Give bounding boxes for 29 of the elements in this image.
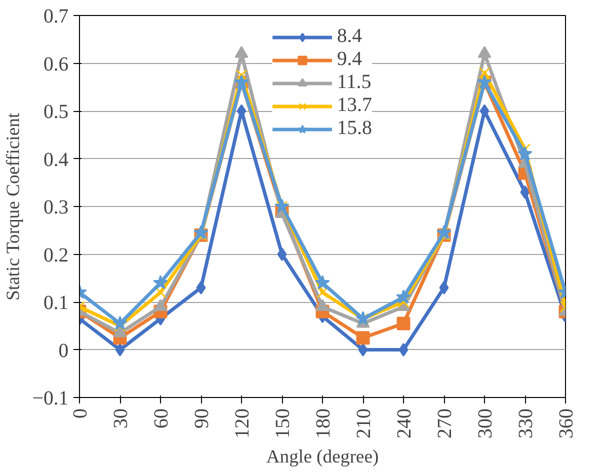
x-tick-label: 150 <box>272 408 294 438</box>
y-tick-label: 0.7 <box>44 6 68 28</box>
legend-label: 8.4 <box>337 25 362 48</box>
y-tick-label: 0.3 <box>44 196 68 218</box>
x-tick-label: 60 <box>150 408 172 428</box>
x-tick-label: 360 <box>556 408 578 438</box>
x-tick-label: 240 <box>394 408 416 438</box>
y-tick-label: 0.1 <box>44 292 68 314</box>
y-tick-label: 0.6 <box>44 53 68 76</box>
x-tick-label: 30 <box>110 408 132 428</box>
legend-label: 9.4 <box>337 48 362 71</box>
legend-label: 15.8 <box>337 117 372 140</box>
x-tick-label: 270 <box>434 408 456 438</box>
x-tick-label: 210 <box>353 408 375 438</box>
y-axis-title: Static Torque Coefficient <box>3 112 24 300</box>
y-tick-label: −0.1 <box>32 388 68 410</box>
x-tick-label: 180 <box>312 408 334 438</box>
y-tick-label: 0 <box>58 340 68 362</box>
legend-label: 11.5 <box>337 71 372 94</box>
legend-label: 13.7 <box>337 94 372 117</box>
y-tick-label: 0.4 <box>44 148 68 171</box>
x-tick-label: 0 <box>70 408 92 418</box>
y-tick-label: 0.5 <box>44 101 68 123</box>
x-tick-label: 90 <box>191 408 213 428</box>
x-tick-label: 300 <box>474 408 496 438</box>
x-tick-label: 120 <box>232 408 254 438</box>
x-axis-title: Angle (degree) <box>266 446 379 468</box>
x-tick-label: 330 <box>515 408 537 438</box>
y-tick-label: 0.2 <box>44 244 68 266</box>
